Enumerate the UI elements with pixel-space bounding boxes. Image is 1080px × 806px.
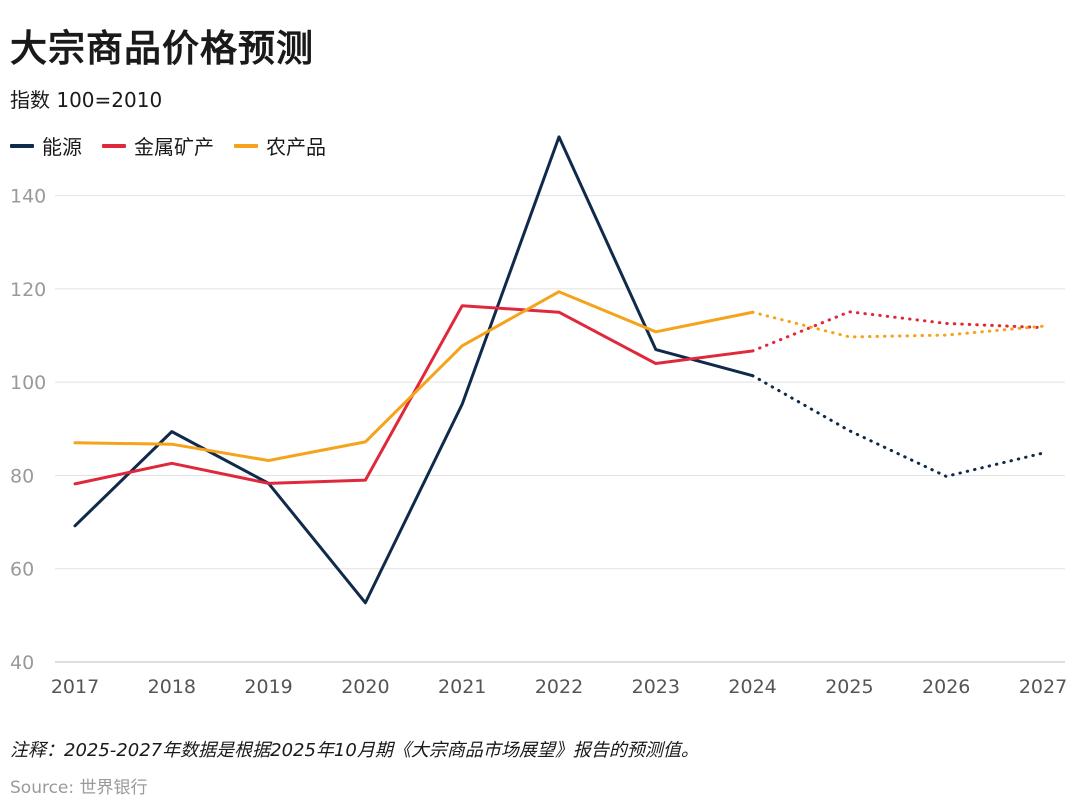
data-point [170, 430, 174, 434]
x-tick-label: 2022 [535, 676, 583, 698]
data-point [557, 290, 561, 294]
legend-item: 金属矿产 [102, 131, 214, 160]
x-tick-label: 2025 [825, 676, 873, 698]
legend-item: 能源 [10, 131, 82, 160]
x-tick-label: 2020 [341, 676, 389, 698]
x-tick-label: 2018 [148, 676, 196, 698]
x-tick-label: 2021 [438, 676, 486, 698]
y-tick-label: 100 [10, 372, 46, 394]
data-point [751, 349, 755, 353]
y-tick-label: 140 [10, 186, 46, 208]
data-point [654, 348, 658, 352]
legend: 能源 金属矿产 农产品 [10, 131, 346, 160]
series-line-0 [73, 135, 755, 605]
series-forecast-line-1 [751, 310, 1045, 353]
line-chart: 40 60 80 100 120 140 2017 2018 2019 2020 2021 2022 2… [10, 135, 1067, 698]
data-point [944, 474, 948, 478]
x-tick-label: 2017 [51, 676, 99, 698]
data-point [267, 481, 271, 485]
footnote: 注释：2025-2027年数据是根据2025年10月期《大宗商品市场展望》报告的… [10, 740, 699, 761]
legend-swatch [234, 143, 258, 148]
legend-swatch [102, 143, 126, 148]
x-tick-label: 2027 [1019, 676, 1067, 698]
chart-title: 大宗商品价格预测 [10, 27, 314, 70]
data-point [654, 330, 658, 334]
y-tick-label: 80 [10, 465, 34, 487]
data-point [1041, 324, 1045, 328]
data-point [267, 459, 271, 463]
series-line-2 [73, 290, 755, 463]
x-tick-label: 2019 [244, 676, 292, 698]
data-point [847, 335, 851, 339]
data-point [363, 601, 367, 605]
x-tick-label: 2023 [632, 676, 680, 698]
data-point [73, 524, 77, 528]
data-point [73, 441, 77, 445]
data-point [1041, 451, 1045, 455]
data-point [363, 440, 367, 444]
data-point [654, 362, 658, 366]
data-point [363, 478, 367, 482]
data-point [751, 374, 755, 378]
y-tick-label: 60 [10, 559, 34, 581]
legend-label: 金属矿产 [134, 135, 214, 159]
source-label: Source: 世界银行 [10, 778, 148, 798]
legend-label: 农产品 [266, 135, 326, 159]
legend-item: 农产品 [234, 131, 326, 160]
chart-subtitle: 指数 100=2010 [10, 88, 163, 112]
data-point [847, 429, 851, 433]
data-point [751, 310, 755, 314]
series-forecast-line-0 [751, 374, 1045, 478]
legend-label: 能源 [42, 135, 82, 159]
data-point [944, 333, 948, 337]
x-tick-label: 2024 [728, 676, 776, 698]
y-tick-label: 40 [10, 652, 34, 674]
data-point [944, 321, 948, 325]
data-point [170, 461, 174, 465]
x-tick-label: 2026 [922, 676, 970, 698]
data-point [847, 310, 851, 314]
data-point [557, 310, 561, 314]
data-point [460, 344, 464, 348]
legend-swatch [10, 143, 34, 148]
data-point [460, 402, 464, 406]
data-point [557, 135, 561, 139]
y-tick-label: 120 [10, 279, 46, 301]
data-point [73, 482, 77, 486]
data-point [460, 304, 464, 308]
data-point [170, 442, 174, 446]
